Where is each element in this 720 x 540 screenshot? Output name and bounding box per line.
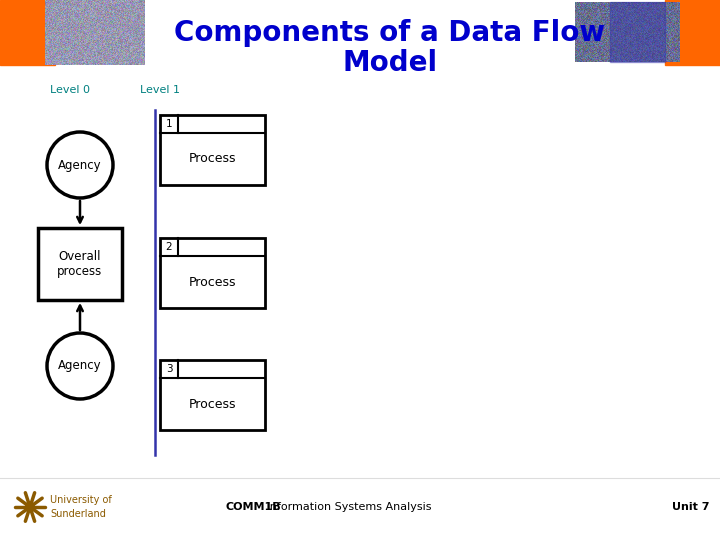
Text: Level 0: Level 0 <box>50 85 90 95</box>
Text: Unit 7: Unit 7 <box>672 502 709 512</box>
Text: Agency: Agency <box>58 360 102 373</box>
Text: Model: Model <box>343 49 438 77</box>
Bar <box>160 115 265 185</box>
Circle shape <box>25 503 35 511</box>
Text: Process: Process <box>189 152 236 165</box>
Circle shape <box>47 333 113 399</box>
Bar <box>665 0 720 65</box>
Text: COMM1B: COMM1B <box>225 502 281 512</box>
Bar <box>160 238 265 308</box>
Text: 2: 2 <box>166 242 172 252</box>
Bar <box>0 0 55 65</box>
Text: Level 1: Level 1 <box>140 85 180 95</box>
Circle shape <box>47 132 113 198</box>
Text: Sunderland: Sunderland <box>50 509 106 519</box>
Text: Process: Process <box>189 397 236 410</box>
Text: Information Systems Analysis: Information Systems Analysis <box>263 502 431 512</box>
Text: 1: 1 <box>166 119 172 129</box>
Text: Process: Process <box>189 275 236 288</box>
Text: Overall
process: Overall process <box>58 250 103 278</box>
Text: Components of a Data Flow: Components of a Data Flow <box>174 19 606 47</box>
Bar <box>160 360 265 430</box>
Bar <box>610 2 665 62</box>
Text: 3: 3 <box>166 364 172 374</box>
Text: Agency: Agency <box>58 159 102 172</box>
Bar <box>38 228 122 300</box>
Text: University of: University of <box>50 495 112 505</box>
